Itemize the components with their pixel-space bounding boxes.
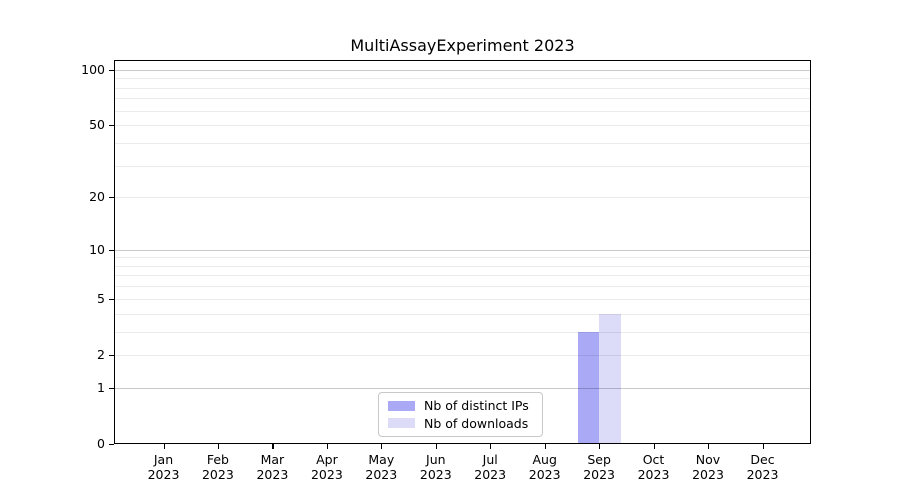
x-tick-mark [164,444,165,449]
chart-figure: MultiAssayExperiment 2023 0 1 2 5 10 20 50 100 J… [0,0,900,500]
minor-gridline [114,78,811,79]
minor-gridline [114,275,811,276]
y-tick-mark [109,355,114,356]
x-tick-label: Mar 2023 [242,452,302,482]
x-tick-mark [218,444,219,449]
x-tick-mark [490,444,491,449]
minor-gridline [114,332,811,333]
x-tick-mark [708,444,709,449]
legend: Nb of distinct IPs Nb of downloads [378,392,543,437]
x-tick-label: Nov 2023 [678,452,738,482]
y-tick-label: 20 [63,189,105,205]
y-tick-mark [109,70,114,71]
minor-gridline [114,98,811,99]
y-tick-label: 10 [63,242,105,258]
legend-label-downloads: Nb of downloads [424,416,528,431]
x-tick-mark [327,444,328,449]
x-tick-label: Jan 2023 [134,452,194,482]
x-tick-label: Dec 2023 [733,452,793,482]
chart-title: MultiAssayExperiment 2023 [114,36,811,55]
y-tick-label: 1 [63,380,105,396]
y-tick-mark [109,299,114,300]
y-tick-mark [109,125,114,126]
y-tick-mark [109,250,114,251]
minor-gridline [114,314,811,315]
y-tick-label: 5 [63,291,105,307]
bar-downloads [599,314,621,445]
minor-gridline [114,286,811,287]
x-tick-mark [436,444,437,449]
x-tick-label: Oct 2023 [624,452,684,482]
y-tick-mark [109,388,114,389]
minor-gridline [114,88,811,89]
legend-entry-downloads: Nb of downloads [388,416,533,431]
y-tick-mark [109,197,114,198]
y-tick-label: 0 [63,436,105,452]
legend-swatch-downloads [388,418,415,428]
minor-gridline [114,166,811,167]
y-tick-mark [109,444,114,445]
minor-gridline [114,299,811,300]
minor-gridline [114,266,811,267]
legend-swatch-distinct-ips [388,401,415,411]
minor-gridline [114,125,811,126]
x-tick-label: Jun 2023 [406,452,466,482]
plot-frame [114,60,811,444]
minor-gridline [114,197,811,198]
minor-gridline [114,355,811,356]
y-tick-label: 2 [63,347,105,363]
x-tick-mark [272,444,273,449]
major-gridline [114,250,811,251]
x-tick-label: Sep 2023 [569,452,629,482]
major-gridline [114,70,811,71]
major-gridline [114,388,811,389]
minor-gridline [114,143,811,144]
x-tick-mark [381,444,382,449]
x-tick-mark [654,444,655,449]
minor-gridline [114,111,811,112]
x-tick-mark [599,444,600,449]
x-tick-label: May 2023 [351,452,411,482]
legend-entry-distinct-ips: Nb of distinct IPs [388,398,533,413]
y-tick-label: 50 [63,117,105,133]
y-tick-label: 100 [63,62,105,78]
x-tick-mark [545,444,546,449]
x-tick-label: Apr 2023 [297,452,357,482]
legend-label-distinct-ips: Nb of distinct IPs [424,398,529,413]
x-tick-label: Feb 2023 [188,452,248,482]
x-tick-label: Jul 2023 [460,452,520,482]
minor-gridline [114,257,811,258]
x-tick-label: Aug 2023 [515,452,575,482]
x-tick-mark [763,444,764,449]
